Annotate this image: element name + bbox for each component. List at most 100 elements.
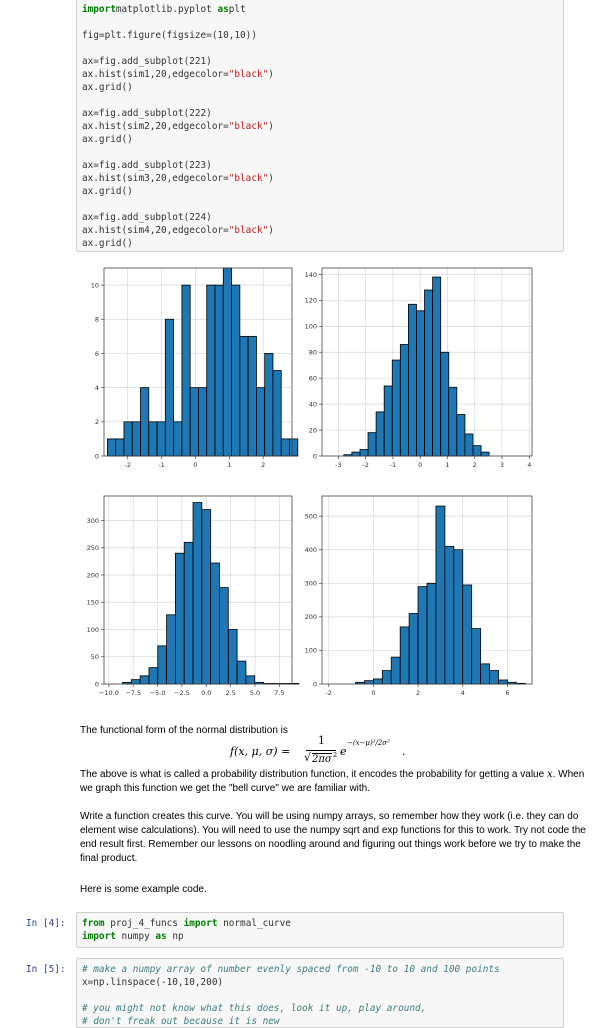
x-tick-label: −5.0	[150, 689, 166, 697]
code-token: )	[268, 173, 274, 184]
code-token: ax.grid()	[82, 186, 133, 197]
code-cell-4[interactable]: from proj_4_funcs import normal_curve imp…	[76, 912, 564, 948]
y-tick-label: 50	[91, 653, 99, 661]
histogram-bar	[480, 663, 490, 685]
histogram-bar	[219, 587, 229, 685]
y-tick-label: 120	[305, 297, 317, 305]
code-line: ax=fig.add_subplot(222)	[82, 108, 212, 120]
axes-frame	[103, 267, 293, 457]
x-tick-label: 2	[473, 461, 477, 467]
y-tick-label: 0	[95, 680, 99, 688]
histogram-bar	[164, 318, 175, 457]
histogram-bar	[227, 629, 238, 685]
cell-5-prompt: In [5]:	[26, 964, 66, 975]
code-line: ax.hist(sim1,20,edgecolor="black")	[82, 69, 274, 81]
histogram-bar	[408, 303, 417, 457]
code-token: numpy	[115, 931, 156, 942]
y-tick-label: 200	[87, 571, 99, 579]
markdown-example-note: Here is some example code.	[80, 884, 207, 895]
code-token: # make a numpy array of number evenly sp…	[82, 964, 500, 975]
code-line: # don't freak out because it is new	[82, 1016, 280, 1028]
code-line: ax.grid()	[82, 134, 133, 146]
x-tick-label: 1	[227, 461, 231, 467]
code-token: )	[268, 121, 274, 132]
histogram-bar	[372, 678, 383, 685]
histogram-bar	[272, 370, 282, 457]
code-line: ax.hist(sim2,20,edgecolor="black")	[82, 121, 274, 133]
code-token: "black"	[228, 173, 269, 184]
histogram-bar	[192, 502, 203, 685]
histogram-bar	[264, 353, 274, 457]
histogram-bar	[391, 359, 401, 457]
code-line: ax=fig.add_subplot(224)	[82, 212, 212, 224]
code-token: as	[217, 4, 229, 15]
y-tick-label: 200	[305, 613, 317, 621]
histogram-bar	[351, 451, 361, 457]
code-token: "black"	[228, 121, 269, 132]
x-tick-label: −10.0	[99, 689, 119, 697]
histogram-bar	[426, 582, 437, 685]
histogram-bar	[181, 284, 191, 457]
histogram-bar	[183, 541, 194, 685]
code-token: "black"	[228, 69, 269, 80]
code-token: ax.hist(sim2,20,edgecolor=	[82, 121, 229, 132]
code-token: ax.hist(sim1,20,edgecolor=	[82, 69, 229, 80]
histogram-bar	[123, 421, 133, 457]
code-token: ax=fig.add_subplot(222)	[82, 108, 212, 119]
histogram-bar	[462, 584, 473, 685]
formula-lhs: f(x, μ, σ) =	[230, 745, 291, 758]
y-tick-label: 4	[95, 384, 99, 392]
x-tick-label: -1	[390, 461, 396, 467]
histogram-bar	[480, 451, 490, 457]
pdf-text-part1: The above is what is called a probabilit…	[80, 769, 547, 780]
y-tick-label: 400	[305, 546, 317, 554]
code-token: proj_4_funcs	[104, 918, 184, 929]
code-line: ax.grid()	[82, 238, 133, 250]
histogram-bar	[472, 445, 482, 457]
markdown-pdf-paragraph: The above is what is called a probabilit…	[80, 768, 592, 796]
code-line: ax.grid()	[82, 186, 133, 198]
code-token: np	[166, 931, 184, 942]
axes-frame	[103, 495, 293, 685]
histogram-bar	[367, 432, 377, 457]
histogram-bar	[359, 449, 369, 457]
histogram-bar	[464, 433, 474, 457]
histogram-bar	[139, 675, 150, 685]
x-tick-label: 0	[371, 689, 375, 697]
code-line: from proj_4_funcs import normal_curve	[82, 918, 291, 930]
code-line: importmatplotlib.pyplot asplt	[82, 4, 246, 16]
formula-period: .	[402, 745, 406, 758]
histogram-bar	[131, 421, 141, 457]
code-cell-3[interactable]: importmatplotlib.pyplot asplt fig=plt.fig…	[76, 0, 564, 252]
histogram-bar	[173, 421, 183, 457]
histogram-bar	[245, 675, 256, 685]
y-tick-label: 100	[305, 647, 317, 655]
code-token: from	[82, 918, 105, 929]
formula-sqrt: √	[304, 751, 312, 764]
x-tick-label: 5.0	[250, 689, 260, 697]
code-cell-5[interactable]: # make a numpy array of number evenly sp…	[76, 958, 564, 1028]
code-line: ax.grid()	[82, 82, 133, 94]
x-tick-label: -2	[124, 461, 130, 467]
y-tick-label: 150	[87, 599, 99, 607]
histogram-bar	[399, 344, 409, 457]
y-tick-label: 10	[91, 281, 99, 289]
x-tick-label: 6	[505, 689, 509, 697]
x-tick-label: 1	[445, 461, 449, 467]
x-tick-label: -1	[158, 461, 164, 467]
histogram-bar	[448, 386, 458, 457]
code-line: # you might not know what this does, loo…	[82, 1003, 426, 1015]
histogram-bar	[435, 505, 446, 685]
code-token: ax.hist(sim4,20,edgecolor=	[82, 225, 229, 236]
cell-4-prompt: In [4]:	[26, 918, 66, 929]
histogram-bar	[130, 679, 141, 685]
code-token: matplotlib.pyplot	[115, 4, 218, 15]
y-tick-label: 300	[87, 517, 99, 525]
histogram-bar	[214, 284, 224, 457]
code-line: import numpy as np	[82, 931, 184, 943]
formula-numerator: 1	[318, 734, 325, 747]
x-tick-label: 2.5	[225, 689, 235, 697]
x-tick-label: 4	[461, 689, 465, 697]
histogram-subplot-223: −10.0 −7.5 −5.0 −2.5 0.0 2.5 5.0 7.5 0 50 100 150 20…	[87, 495, 300, 697]
histogram-bar	[456, 414, 466, 457]
